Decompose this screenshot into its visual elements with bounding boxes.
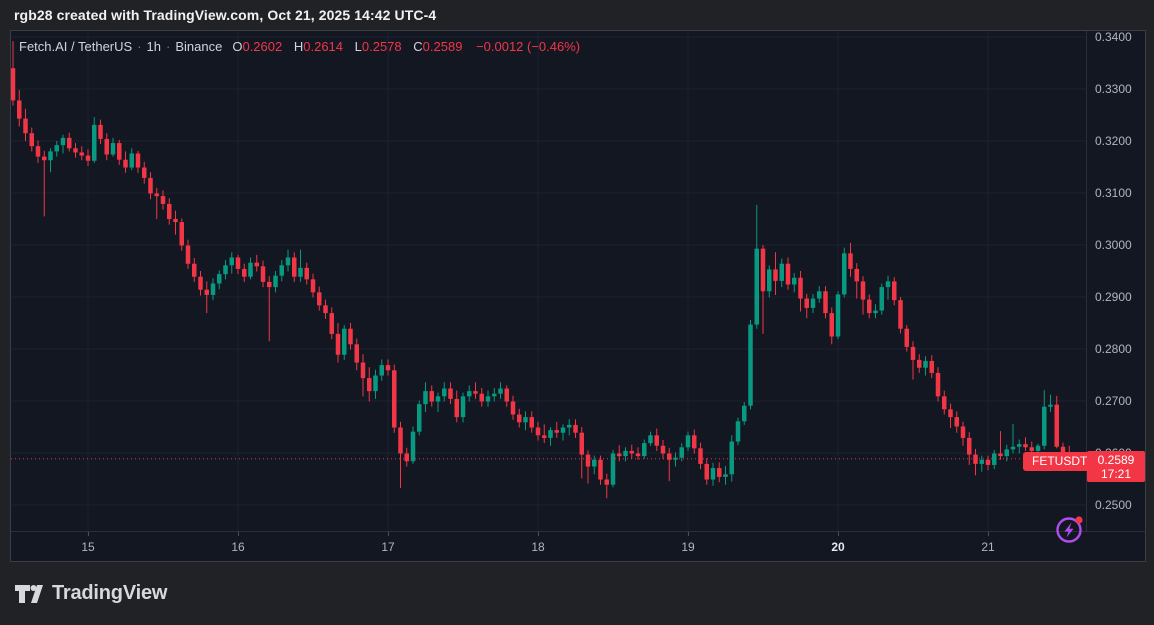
ohlc-values: O0.2602 H0.2614 L0.2578 C0.2589 −0.0012 …: [232, 39, 580, 54]
price-axis-label: 0.2700: [1095, 394, 1132, 408]
price-axis[interactable]: 0.3400 0.3300 0.3200 0.3100 0.3000 0.2900 0.28…: [1086, 30, 1145, 531]
price-axis-label: 0.2800: [1095, 342, 1132, 356]
tradingview-wordmark: TradingView: [52, 582, 168, 604]
low-label: L: [354, 38, 362, 54]
exchange-label[interactable]: Binance: [175, 38, 223, 54]
time-axis-tick: [988, 532, 989, 536]
price-axis-label: 0.3200: [1095, 134, 1132, 148]
last-price-value: 0.2589: [1097, 452, 1135, 467]
time-axis-label: 18: [531, 540, 545, 554]
notification-dot: [1075, 516, 1083, 524]
open-value: 0.2602: [242, 38, 283, 54]
logo-bar: TradingView: [0, 562, 1154, 625]
price-axis-label: 0.2500: [1095, 498, 1132, 512]
last-price-badge: 0.2589 17:21: [1087, 451, 1145, 482]
time-axis-tick: [688, 532, 689, 536]
time-axis-label: 17: [381, 540, 395, 554]
price-axis-label: 0.3300: [1095, 82, 1132, 96]
interval-label[interactable]: 1h: [146, 38, 162, 54]
time-axis-tick: [88, 532, 89, 536]
time-axis[interactable]: 15 16 17 18 19 20 21: [11, 531, 1145, 561]
price-axis-label: 0.3400: [1095, 30, 1132, 44]
attribution-bar: rgb28 created with TradingView.com, Oct …: [0, 0, 1154, 30]
high-label: H: [293, 38, 304, 54]
time-axis-label: 16: [231, 540, 245, 554]
close-label: C: [413, 38, 423, 54]
flash-icon[interactable]: [1053, 512, 1087, 546]
chart-panel: Fetch.AI / TetherUS · 1h · Binance O0.26…: [10, 30, 1146, 562]
tradingview-logo-icon: [15, 584, 43, 603]
open-label: O: [232, 38, 243, 54]
change-value: −0.0012 (−0.46%): [476, 38, 581, 54]
close-value: 0.2589: [422, 38, 463, 54]
time-axis-label: 19: [681, 540, 695, 554]
time-axis-tick: [238, 532, 239, 536]
high-value: 0.2614: [303, 38, 344, 54]
low-value: 0.2578: [361, 38, 402, 54]
time-axis-tick: [838, 532, 839, 536]
symbol-title[interactable]: Fetch.AI / TetherUS: [19, 38, 133, 54]
lightning-glyph: [1064, 522, 1074, 538]
symbol-legend[interactable]: Fetch.AI / TetherUS · 1h · Binance O0.26…: [19, 37, 580, 55]
candlestick-chart[interactable]: [11, 31, 1086, 531]
symbol-badge: FETUSDT: [1023, 452, 1097, 471]
legend-separator: ·: [137, 38, 142, 54]
price-axis-label: 0.3100: [1095, 186, 1132, 200]
time-axis-tick: [538, 532, 539, 536]
price-axis-label: 0.3000: [1095, 238, 1132, 252]
time-axis-label: 15: [81, 540, 95, 554]
time-axis-tick: [388, 532, 389, 536]
time-axis-label: 20: [831, 540, 845, 554]
bar-countdown: 17:21: [1100, 466, 1132, 481]
legend-separator: ·: [166, 38, 171, 54]
price-axis-label: 0.2900: [1095, 290, 1132, 304]
attribution-text: rgb28 created with TradingView.com, Oct …: [14, 7, 437, 23]
time-axis-label: 21: [981, 540, 995, 554]
